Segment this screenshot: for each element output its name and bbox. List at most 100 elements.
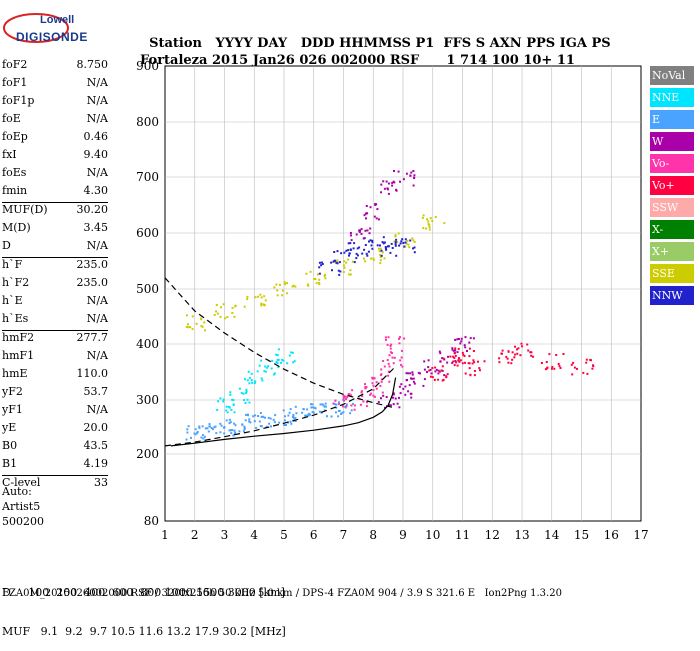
header-label-ffs: FFS S AXN PPS IGA PS bbox=[443, 36, 611, 51]
echo-point bbox=[382, 180, 385, 183]
echo-point bbox=[293, 360, 296, 363]
echo-point bbox=[336, 262, 339, 265]
echo-point bbox=[348, 252, 351, 255]
echo-point bbox=[591, 367, 594, 370]
echo-point bbox=[386, 343, 389, 346]
echo-point bbox=[204, 439, 207, 442]
param-key: B1 bbox=[2, 457, 18, 470]
echo-point bbox=[405, 242, 408, 245]
echo-point bbox=[208, 423, 211, 426]
echo-point bbox=[358, 231, 361, 233]
echo-point bbox=[358, 229, 361, 232]
echo-point bbox=[245, 390, 248, 393]
echo-point bbox=[379, 259, 382, 262]
echo-point bbox=[267, 365, 270, 368]
echo-point bbox=[364, 386, 367, 389]
echo-point bbox=[457, 359, 460, 362]
echo-point bbox=[456, 351, 459, 354]
echo-point bbox=[277, 348, 280, 351]
echo-point bbox=[234, 431, 237, 434]
echo-point bbox=[431, 220, 434, 222]
echo-point bbox=[405, 379, 408, 382]
echo-point bbox=[276, 354, 279, 357]
y-tick-label: 800 bbox=[136, 115, 159, 129]
echo-point bbox=[530, 354, 533, 357]
echo-point bbox=[452, 360, 455, 363]
echo-point bbox=[222, 400, 225, 403]
echo-point bbox=[258, 420, 261, 423]
echo-point bbox=[457, 347, 460, 350]
echo-point bbox=[449, 355, 452, 358]
echo-point bbox=[398, 396, 400, 399]
echo-point bbox=[234, 424, 237, 427]
param-row: yE 20.0 bbox=[2, 421, 108, 439]
echo-point bbox=[360, 390, 363, 393]
echo-point bbox=[342, 394, 345, 397]
echo-point bbox=[187, 326, 190, 329]
echo-point bbox=[461, 362, 464, 365]
echo-point bbox=[473, 361, 476, 364]
echo-point bbox=[196, 431, 199, 433]
echo-point bbox=[477, 360, 479, 363]
echo-point bbox=[215, 304, 218, 306]
param-value: 43.5 bbox=[83, 439, 109, 452]
echo-point bbox=[385, 180, 388, 183]
param-key: C-level bbox=[2, 476, 41, 489]
echo-point bbox=[400, 363, 402, 366]
echo-point bbox=[364, 383, 366, 386]
echo-point bbox=[366, 229, 369, 232]
echo-point bbox=[464, 336, 467, 339]
echo-point bbox=[428, 369, 431, 372]
footer-file-info: FZA0M_2015026002000.RSF / 320fx256h 50 k… bbox=[2, 588, 562, 599]
echo-point bbox=[380, 191, 382, 194]
echo-point bbox=[452, 349, 455, 352]
param-key: h`F2 bbox=[2, 276, 30, 289]
echo-point bbox=[312, 411, 315, 414]
echo-point bbox=[395, 254, 398, 257]
echo-point bbox=[338, 401, 340, 404]
echo-point bbox=[520, 342, 523, 345]
echo-point bbox=[284, 415, 286, 418]
echo-point bbox=[228, 429, 231, 432]
echo-point bbox=[460, 340, 463, 343]
echo-point bbox=[391, 181, 394, 184]
echo-point bbox=[383, 187, 386, 190]
echo-point bbox=[407, 372, 410, 375]
echo-point bbox=[350, 409, 353, 412]
echo-point bbox=[225, 419, 228, 422]
echo-point bbox=[334, 259, 337, 262]
echo-point bbox=[307, 284, 310, 287]
echo-point bbox=[396, 241, 399, 243]
echo-point bbox=[411, 373, 414, 376]
echo-point bbox=[387, 336, 390, 339]
echo-point bbox=[355, 257, 358, 260]
echo-point bbox=[301, 411, 304, 414]
echo-point bbox=[260, 302, 263, 305]
echo-point bbox=[412, 239, 415, 242]
echo-point bbox=[501, 349, 504, 352]
echo-point bbox=[277, 366, 280, 369]
echo-point bbox=[394, 397, 397, 400]
echo-point bbox=[238, 387, 241, 390]
echo-point bbox=[229, 421, 232, 424]
echo-point bbox=[516, 352, 519, 355]
param-value: 277.7 bbox=[76, 331, 109, 344]
echo-point bbox=[427, 366, 430, 369]
echo-point bbox=[305, 414, 308, 417]
echo-point bbox=[310, 406, 313, 409]
echo-point bbox=[347, 249, 350, 252]
echo-point bbox=[395, 238, 398, 241]
echo-point bbox=[335, 406, 338, 409]
legend-entry: W bbox=[650, 132, 694, 151]
param-value: 235.0 bbox=[76, 276, 109, 289]
echo-point bbox=[243, 425, 246, 428]
echo-point bbox=[257, 415, 259, 417]
echo-point bbox=[266, 366, 269, 369]
echo-point bbox=[479, 369, 481, 372]
echo-point bbox=[360, 391, 363, 394]
echo-point bbox=[332, 260, 335, 263]
echo-point bbox=[373, 215, 376, 218]
echo-point bbox=[195, 322, 198, 325]
x-tick-label: 1 bbox=[161, 528, 169, 542]
echo-point bbox=[387, 192, 390, 195]
